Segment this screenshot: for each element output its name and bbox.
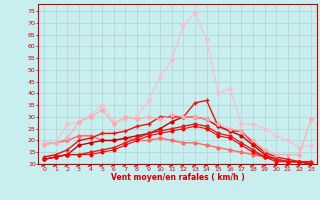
X-axis label: Vent moyen/en rafales ( km/h ): Vent moyen/en rafales ( km/h ) <box>111 173 244 182</box>
